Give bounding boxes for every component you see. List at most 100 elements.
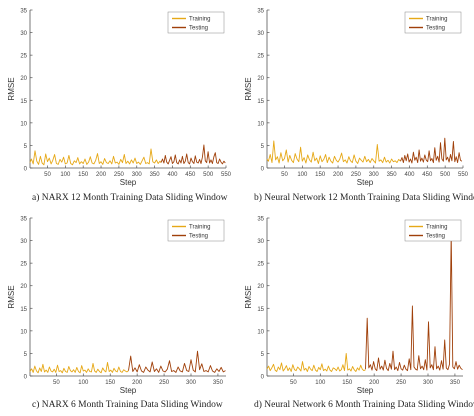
x-tick-label: 250 [351,172,362,178]
legend-label-testing: Testing [189,234,208,240]
y-tick-label: 0 [261,167,265,173]
x-tick-label: 100 [297,172,308,178]
y-axis-label: RMSE [244,77,253,100]
x-tick-label: 550 [458,172,469,178]
y-tick-label: 25 [257,54,264,60]
x-tick-label: 450 [185,172,196,178]
series-line-training [266,140,401,164]
x-tick-label: 50 [281,172,288,178]
x-tick-label: 100 [60,172,71,178]
series-line-training [266,352,366,372]
series-line-testing [365,233,463,372]
x-tick-label: 50 [44,172,51,178]
x-tick-label: 400 [404,172,415,178]
legend-label-training: Training [189,225,210,231]
y-tick-label: 5 [261,144,265,150]
y-tick-label: 10 [20,121,27,127]
x-tick-label: 50 [290,380,297,386]
y-axis-label: RMSE [7,77,16,100]
x-tick-label: 300 [132,172,143,178]
x-tick-label: 350 [450,380,461,386]
x-tick-label: 250 [114,172,125,178]
x-tick-label: 500 [440,172,451,178]
x-tick-label: 200 [96,172,107,178]
x-axis-label: Step [357,178,374,187]
x-tick-label: 300 [369,172,380,178]
y-tick-label: 20 [257,76,264,82]
y-tick-label: 35 [20,9,27,15]
y-tick-label: 30 [257,239,264,245]
legend-label-testing: Testing [426,234,445,240]
x-axis-label: Step [120,386,137,395]
series-line-training [29,148,162,166]
y-tick-label: 15 [257,99,264,105]
y-tick-label: 25 [257,262,264,268]
y-tick-label: 0 [24,167,28,173]
y-tick-label: 35 [257,9,264,15]
x-axis-label: Step [120,178,137,187]
y-tick-label: 15 [20,99,27,105]
x-tick-label: 250 [159,380,170,386]
x-tick-label: 50 [53,380,60,386]
y-tick-label: 5 [24,352,28,358]
y-axis-label: RMSE [244,285,253,308]
x-tick-label: 100 [78,380,89,386]
x-tick-label: 100 [315,380,326,386]
x-tick-label: 250 [396,380,407,386]
series-line-testing [128,350,226,373]
x-tick-label: 200 [333,172,344,178]
series-line-testing [400,137,463,164]
x-tick-label: 150 [105,380,116,386]
y-axis-label: RMSE [7,285,16,308]
y-tick-label: 5 [24,144,28,150]
y-tick-label: 25 [20,262,27,268]
y-tick-label: 0 [24,375,28,381]
x-tick-label: 300 [186,380,197,386]
y-tick-label: 20 [20,76,27,82]
x-tick-label: 150 [315,172,326,178]
x-tick-label: 400 [167,172,178,178]
y-tick-label: 15 [257,307,264,313]
chart-panel-c: 0 5 10 15 20 25 30 35 50 100 150 200 250 300 350 Step RM… [7,217,226,395]
y-tick-label: 35 [257,217,264,223]
y-tick-label: 10 [257,329,264,335]
legend-label-testing: Testing [426,26,445,32]
y-tick-label: 30 [20,31,27,37]
y-tick-label: 25 [20,54,27,60]
x-tick-label: 350 [150,172,161,178]
x-tick-label: 200 [132,380,143,386]
legend-label-training: Training [426,17,447,23]
y-tick-label: 30 [257,31,264,37]
x-tick-label: 550 [221,172,232,178]
caption-panel-a: a) NARX 12 Month Training Data Sliding W… [32,193,228,203]
x-tick-label: 200 [369,380,380,386]
y-tick-label: 10 [257,121,264,127]
chart-panel-b: 0 5 10 15 20 25 30 35 50 100 150 200 250 300 350 400 450… [244,9,469,188]
x-tick-label: 350 [387,172,398,178]
y-tick-label: 30 [20,239,27,245]
chart-panel-d: 0 5 10 15 20 25 30 35 50 100 150 200 250 300 350 Step RM… [244,217,463,395]
y-tick-label: 20 [257,284,264,290]
x-tick-label: 150 [342,380,353,386]
x-axis-label: Step [357,386,374,395]
caption-panel-c: c) NARX 6 Month Training Data Sliding Wi… [32,400,223,410]
y-tick-label: 20 [20,284,27,290]
x-tick-label: 300 [423,380,434,386]
y-tick-label: 35 [20,217,27,223]
y-tick-label: 10 [20,329,27,335]
legend-label-testing: Testing [189,26,208,32]
caption-panel-b: b) Neural Network 12 Month Training Data… [254,193,474,203]
series-line-training [29,362,129,374]
chart-panel-a: 0 5 10 15 20 25 30 35 50 100 150 200 250 300 350 400 450… [7,9,232,188]
caption-panel-d: d) Neural Network 6 Month Training Data … [254,400,474,410]
y-tick-label: 15 [20,307,27,313]
x-tick-label: 350 [213,380,224,386]
x-tick-label: 150 [78,172,89,178]
x-tick-label: 500 [203,172,214,178]
y-tick-label: 0 [261,375,265,381]
legend-label-training: Training [426,225,447,231]
y-tick-label: 5 [261,352,265,358]
legend-label-training: Training [189,17,210,23]
x-tick-label: 450 [422,172,433,178]
